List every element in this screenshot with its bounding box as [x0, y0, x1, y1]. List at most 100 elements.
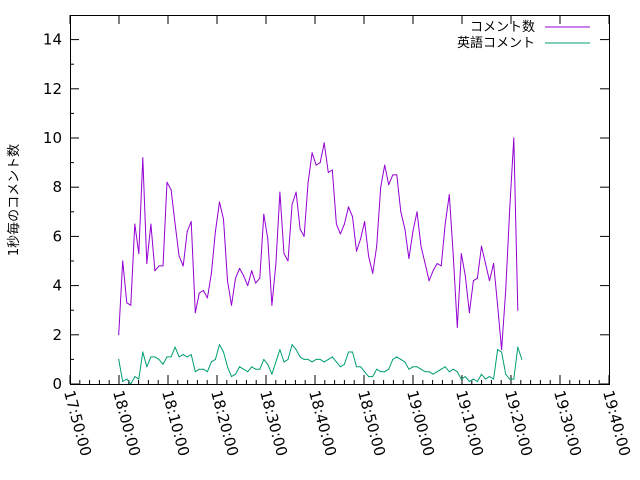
data-point-1: [327, 358, 329, 360]
data-point-0: [146, 263, 148, 264]
data-point-0: [380, 186, 382, 188]
data-point-1: [440, 368, 442, 370]
data-point-1: [219, 344, 220, 346]
data-point-0: [497, 304, 499, 306]
data-point-0: [243, 275, 245, 277]
data-point-0: [134, 223, 136, 225]
data-point-1: [118, 358, 120, 360]
data-point-0: [360, 238, 362, 240]
y-tick-label: 6: [52, 227, 62, 245]
data-point-1: [468, 381, 470, 382]
data-point-1: [227, 366, 228, 368]
data-point-1: [424, 371, 426, 373]
data-point-1: [126, 378, 128, 380]
data-point-1: [388, 368, 390, 370]
data-point-1: [444, 366, 446, 368]
y-axis-title: 1秒毎のコメント数: [6, 144, 22, 256]
data-point-1: [134, 376, 136, 378]
y-tick-label: 10: [43, 129, 62, 147]
data-point-1: [122, 381, 124, 382]
data-point-1: [190, 354, 192, 355]
data-point-0: [126, 302, 128, 304]
data-point-1: [166, 356, 168, 358]
data-point-1: [384, 371, 386, 373]
data-point-1: [259, 368, 261, 370]
data-point-0: [481, 245, 482, 247]
data-point-0: [174, 223, 176, 225]
data-point-1: [420, 368, 422, 370]
data-point-1: [194, 371, 196, 373]
data-point-0: [416, 211, 418, 213]
data-point-1: [279, 349, 281, 351]
data-point-0: [118, 334, 120, 336]
data-point-1: [202, 368, 204, 370]
data-point-0: [323, 142, 325, 144]
data-point-0: [138, 253, 140, 255]
data-point-1: [239, 366, 241, 368]
data-point-1: [509, 378, 511, 380]
data-point-0: [364, 221, 366, 223]
data-point-0: [279, 191, 281, 193]
data-point-0: [239, 267, 241, 269]
data-point-1: [408, 368, 410, 370]
data-point-0: [327, 171, 329, 173]
data-point-0: [517, 309, 519, 311]
data-point-1: [460, 378, 462, 380]
data-point-0: [339, 233, 341, 235]
data-point-0: [210, 272, 212, 274]
data-point-1: [271, 373, 273, 375]
data-point-0: [130, 304, 132, 306]
data-point-0: [356, 250, 357, 252]
data-point-1: [392, 358, 394, 360]
data-point-0: [255, 282, 257, 284]
data-point-0: [275, 263, 277, 264]
y-tick-label: 4: [52, 277, 62, 295]
data-point-0: [400, 211, 402, 213]
data-point-0: [404, 228, 406, 230]
data-point-0: [162, 265, 164, 267]
data-point-0: [231, 304, 232, 306]
data-point-0: [219, 201, 220, 203]
data-point-1: [472, 378, 474, 380]
data-point-0: [420, 245, 422, 247]
data-point-0: [348, 206, 349, 208]
data-point-1: [178, 356, 180, 358]
data-point-0: [178, 255, 180, 257]
data-point-0: [424, 263, 426, 264]
y-tick-label: 14: [43, 31, 62, 49]
data-point-0: [392, 174, 394, 176]
data-point-0: [166, 181, 168, 183]
data-point-1: [275, 361, 277, 363]
data-point-1: [295, 349, 297, 351]
data-point-1: [170, 356, 172, 358]
data-point-0: [299, 228, 301, 230]
data-point-0: [259, 277, 261, 279]
data-point-1: [464, 376, 466, 378]
data-point-0: [182, 265, 184, 267]
data-point-0: [412, 231, 414, 232]
data-point-1: [501, 351, 503, 353]
data-point-0: [436, 263, 438, 264]
series-line-0: [118, 137, 519, 351]
data-point-1: [372, 376, 374, 378]
data-point-1: [223, 351, 224, 353]
data-point-0: [352, 216, 353, 218]
data-point-0: [396, 174, 398, 176]
data-point-0: [376, 245, 378, 247]
data-point-0: [271, 304, 273, 306]
data-point-1: [481, 373, 482, 375]
data-point-1: [505, 373, 507, 375]
data-point-0: [283, 253, 285, 255]
data-point-0: [444, 223, 446, 225]
data-point-0: [291, 203, 293, 205]
data-point-0: [452, 255, 454, 257]
data-point-1: [182, 354, 184, 355]
data-point-0: [388, 184, 390, 186]
data-point-0: [440, 265, 442, 267]
y-tick-label: 12: [43, 80, 62, 98]
data-point-1: [396, 356, 398, 358]
data-point-1: [311, 361, 313, 363]
data-point-0: [287, 260, 289, 262]
